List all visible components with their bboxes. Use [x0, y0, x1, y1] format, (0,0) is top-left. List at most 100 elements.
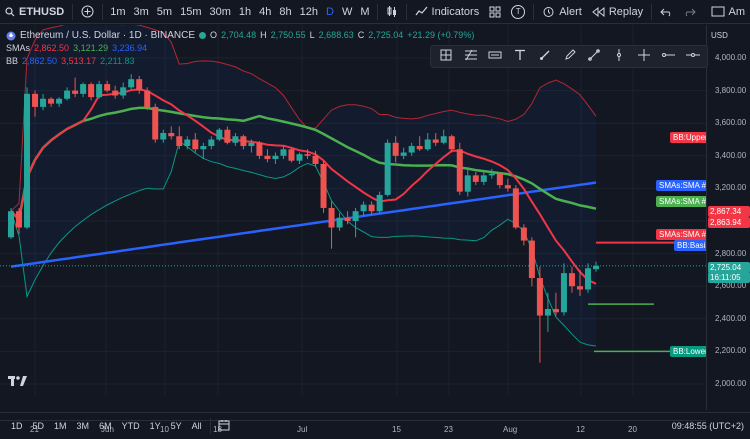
candle-body	[32, 93, 39, 107]
candle-body	[360, 204, 367, 212]
alert-button[interactable]: Alert	[537, 0, 587, 24]
range-all[interactable]: All	[191, 421, 202, 431]
alert-label: Alert	[559, 5, 582, 18]
range-5d[interactable]: 5D	[32, 421, 45, 431]
legend-bb-row[interactable]: BB 2,862.50 3,513.17 2,211.83	[6, 55, 474, 68]
legend-title: Ethereum / U.S. Dollar · 1D · BINANCE	[20, 30, 196, 41]
candle-body	[496, 173, 503, 186]
trendline-tool-button[interactable]	[583, 47, 605, 67]
symbol-search[interactable]: ETHUSD	[0, 0, 69, 24]
candle-body	[464, 175, 471, 192]
candle-body	[64, 90, 71, 99]
candle-body	[176, 136, 183, 147]
horizontal-ray-tool-button[interactable]	[658, 47, 680, 67]
candle-body	[80, 84, 87, 94]
text-tool-button[interactable]	[509, 47, 531, 67]
top-toolbar: ETHUSD 1m 3m 5m 15m 30m 1h 4h 8h 12h D W M Indicato…	[0, 0, 750, 24]
legend-sma-value-3: 3,236.94	[112, 43, 148, 53]
candle-body	[152, 106, 159, 140]
legend-sma-row[interactable]: SMAs 2,862.50 3,121.29 3,236.94	[6, 42, 474, 55]
clock-timezone[interactable]: 09:48:55 (UTC+2)	[671, 421, 744, 431]
legend-o-label: O	[210, 30, 218, 40]
compare-button[interactable]	[76, 0, 99, 24]
redo-button[interactable]	[678, 0, 701, 24]
chart-type-button[interactable]	[381, 0, 403, 24]
calendar-icon	[218, 419, 230, 433]
timeframe-12h[interactable]: 12h	[299, 5, 318, 18]
candle-body	[192, 139, 199, 150]
t-badge-button[interactable]: T	[506, 0, 530, 24]
drawing-grid-button[interactable]	[435, 47, 457, 67]
candle-body	[120, 87, 127, 96]
templates-button[interactable]	[484, 0, 506, 24]
price-scale[interactable]: USD 4,000.00 3,800.00 3,600.00 3,400.00 3,20…	[706, 25, 750, 410]
candle-body	[280, 149, 287, 156]
bb-fill	[11, 25, 596, 346]
legend-c-label: C	[357, 30, 365, 40]
chart-canvas[interactable]	[0, 25, 750, 410]
range-6m[interactable]: 6M	[99, 421, 112, 431]
layout-button[interactable]: Am	[706, 0, 750, 24]
candle-body	[328, 207, 335, 228]
range-1d[interactable]: 1D	[11, 421, 23, 431]
legend-sma-value-1: 2,862.50	[34, 43, 70, 53]
goto-date-button[interactable]	[218, 419, 230, 433]
candle-body	[256, 142, 263, 156]
chart-area[interactable]: Ethereum / U.S. Dollar · 1D · BINANCE O 2…	[0, 25, 750, 434]
candle-body	[184, 139, 191, 147]
timeframe-M[interactable]: M	[360, 5, 370, 18]
price-tick: 2,000.00	[715, 379, 747, 388]
candle-body	[304, 154, 311, 156]
undo-button[interactable]	[655, 0, 678, 24]
pencil-icon	[564, 48, 576, 66]
divider	[533, 3, 535, 20]
timeframe-30m[interactable]: 30m	[209, 5, 231, 18]
timeframe-1m[interactable]: 1m	[110, 5, 126, 18]
sma5-price-label: 2,867.34	[708, 206, 750, 217]
currency-selector[interactable]: USD	[711, 31, 728, 40]
crosshair-tool-button[interactable]	[633, 47, 655, 67]
timeframe-W[interactable]: W	[341, 5, 353, 18]
timeframe-4h[interactable]: 4h	[259, 5, 272, 18]
range-ytd[interactable]: YTD	[121, 421, 140, 431]
timeframe-1h[interactable]: 1h	[238, 5, 252, 18]
price-tick: 3,600.00	[715, 118, 747, 128]
candle-body	[160, 132, 167, 140]
vertical-line-tool-button[interactable]	[608, 47, 630, 67]
indicators-button[interactable]: Indicators	[410, 0, 485, 24]
time-axis[interactable]: 21 Jun 10 18 Jul 15 23 Aug 12 20	[0, 420, 706, 437]
timeframe-8h[interactable]: 8h	[279, 5, 292, 18]
candle-body	[56, 98, 63, 104]
brush-tool-button[interactable]	[534, 47, 556, 67]
trendline-icon	[588, 48, 601, 66]
legend-h-label: H	[260, 30, 267, 40]
candle-body	[200, 146, 207, 150]
pattern-tool-button[interactable]	[484, 47, 506, 67]
timeframe-D[interactable]: D	[326, 5, 334, 18]
candle-body	[48, 98, 55, 104]
candle-body	[288, 149, 295, 161]
tradingview-logo[interactable]	[8, 375, 28, 389]
range-3m[interactable]: 3M	[76, 421, 90, 431]
price-tick: 3,400.00	[715, 150, 747, 160]
timeframe-3m[interactable]: 3m	[133, 5, 149, 18]
candle-body	[368, 204, 375, 212]
pencil-tool-button[interactable]	[559, 47, 581, 67]
timeframe-15m[interactable]: 15m	[180, 5, 202, 18]
candle-body	[528, 240, 535, 279]
candle-body	[392, 142, 399, 156]
redo-icon	[683, 7, 696, 17]
candle-body	[312, 155, 319, 164]
candle-body	[72, 90, 79, 94]
range-1y[interactable]: 1Y	[149, 421, 161, 431]
candle-body	[216, 129, 223, 140]
replay-button[interactable]: Replay	[587, 0, 648, 24]
timeframe-5m[interactable]: 5m	[156, 5, 173, 18]
candle-body	[168, 132, 175, 137]
candle-body	[512, 188, 519, 228]
range-5y[interactable]: 5Y	[170, 421, 182, 431]
range-1m[interactable]: 1M	[54, 421, 67, 431]
horizontal-line-tool-button[interactable]	[682, 47, 704, 67]
time-tick: Jun	[101, 425, 114, 434]
fib-tool-button[interactable]	[460, 47, 482, 67]
